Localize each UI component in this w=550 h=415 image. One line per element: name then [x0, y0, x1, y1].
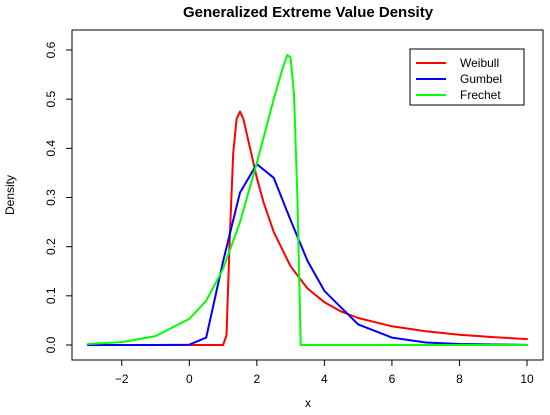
series-line-frechet: [87, 53, 528, 346]
x-axis: −2 0 2 4 6 8 10: [115, 359, 534, 386]
x-tick-label: −2: [115, 372, 129, 386]
chart-title: Generalized Extreme Value Density: [183, 4, 434, 21]
x-tick-label: 8: [456, 372, 463, 386]
series-line-weibull: [87, 110, 528, 346]
legend-label-weibull: Weibull: [460, 56, 499, 70]
y-tick-label: 0.5: [44, 91, 58, 108]
y-tick-label: 0.3: [44, 189, 58, 206]
y-tick-label: 0.1: [44, 287, 58, 304]
series-layer: [87, 53, 528, 346]
x-tick-label: 6: [389, 372, 396, 386]
x-tick-label: 10: [520, 372, 534, 386]
y-tick-label: 0.4: [44, 140, 58, 157]
legend-label-frechet: Frechet: [460, 88, 501, 102]
y-tick-label: 0.2: [44, 238, 58, 255]
x-tick-label: 0: [186, 372, 193, 386]
x-tick-label: 4: [321, 372, 328, 386]
legend-label-gumbel: Gumbel: [460, 72, 502, 86]
legend: Weibull Gumbel Frechet: [409, 48, 525, 106]
y-tick-label: 0.0: [44, 336, 58, 353]
x-tick-label: 2: [254, 372, 261, 386]
y-axis: 0.0 0.1 0.2 0.3 0.4 0.5 0.6: [44, 41, 73, 353]
y-axis-label: Density: [3, 175, 17, 215]
series-line-gumbel: [87, 163, 528, 346]
y-tick-label: 0.6: [44, 41, 58, 58]
x-axis-label: x: [305, 396, 311, 410]
